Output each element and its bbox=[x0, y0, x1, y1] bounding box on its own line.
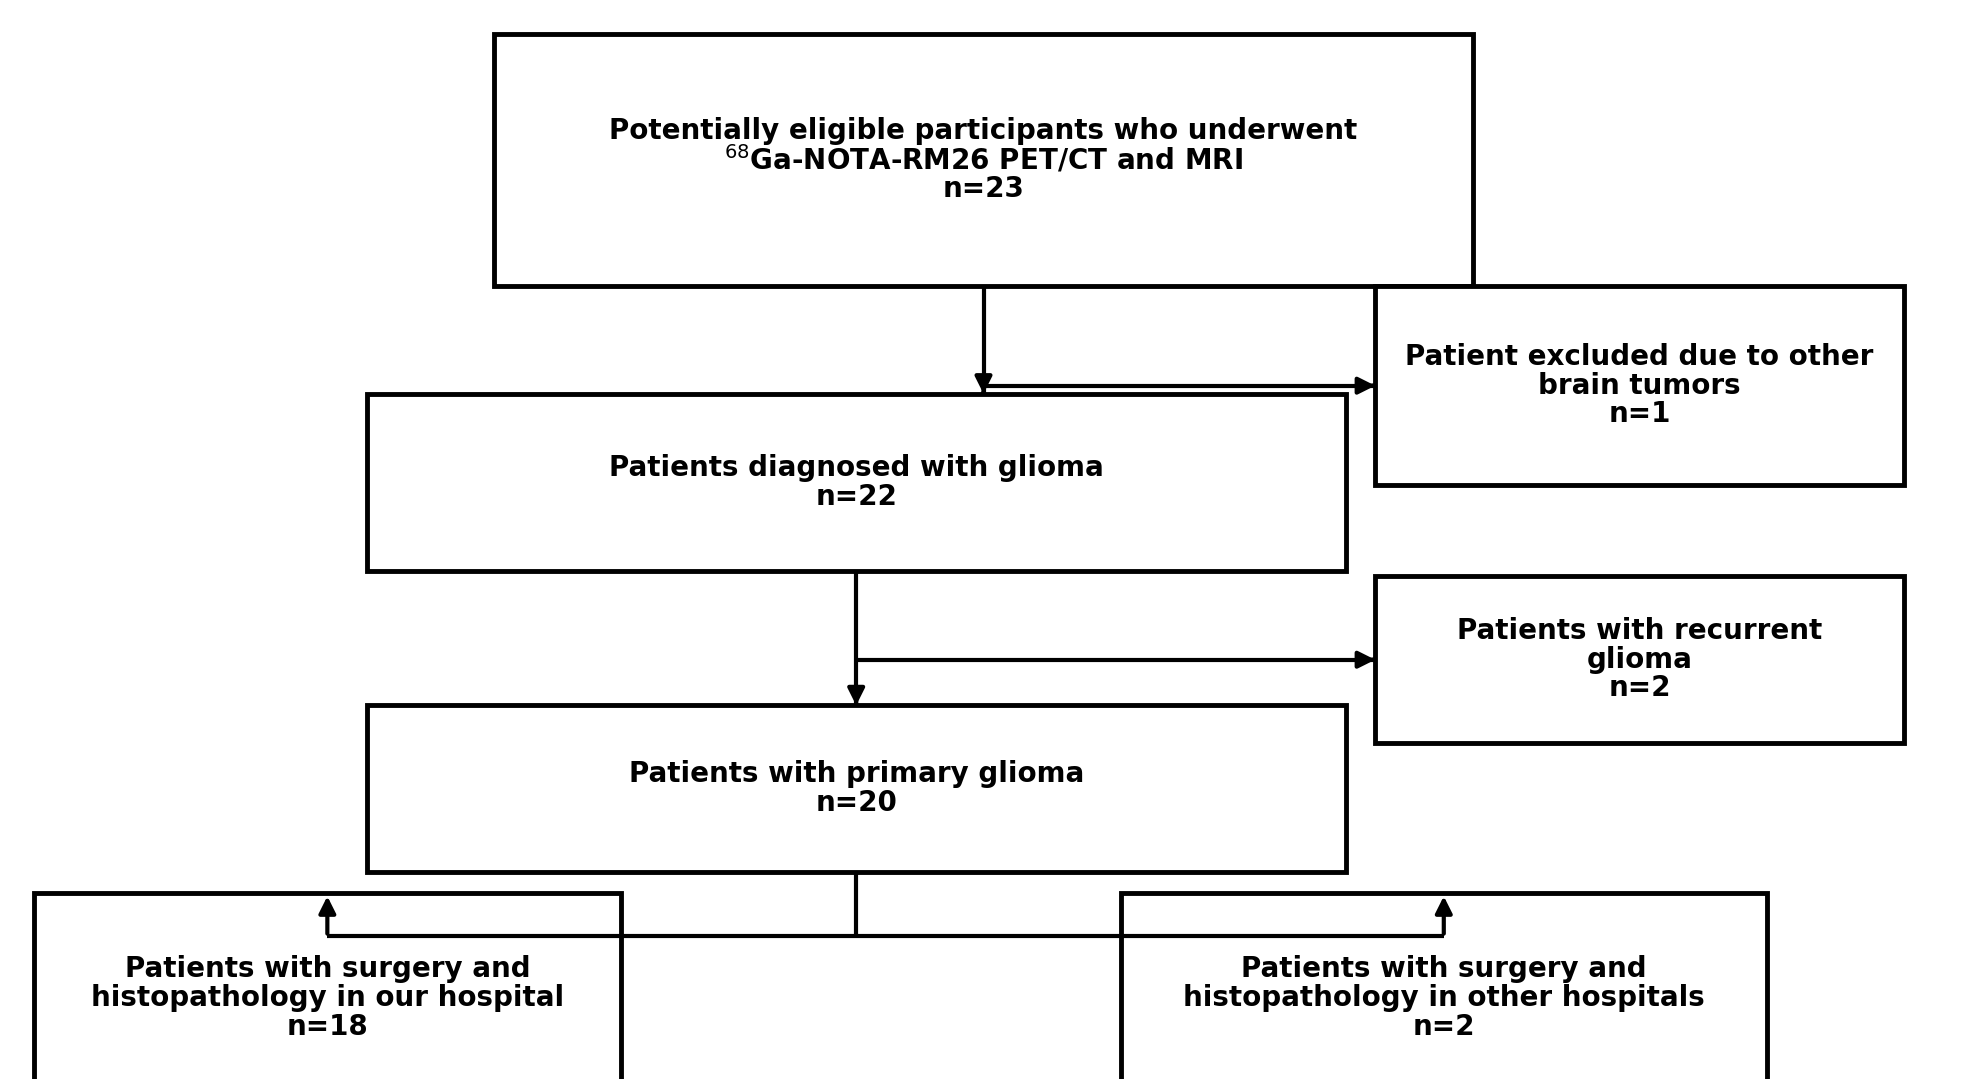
Text: n=22: n=22 bbox=[814, 483, 897, 511]
Text: brain tumors: brain tumors bbox=[1538, 371, 1741, 400]
Text: Patients diagnosed with glioma: Patients diagnosed with glioma bbox=[610, 454, 1103, 482]
Text: glioma: glioma bbox=[1587, 645, 1692, 674]
Text: n=2: n=2 bbox=[1412, 1013, 1475, 1041]
Text: Patients with recurrent: Patients with recurrent bbox=[1458, 617, 1821, 645]
Text: n=2: n=2 bbox=[1609, 675, 1670, 703]
Text: Patients with primary glioma: Patients with primary glioma bbox=[629, 760, 1084, 788]
Text: histopathology in other hospitals: histopathology in other hospitals bbox=[1182, 984, 1705, 1013]
Text: n=18: n=18 bbox=[287, 1013, 368, 1041]
Text: $^{68}$Ga-NOTA-RM26 PET/CT and MRI: $^{68}$Ga-NOTA-RM26 PET/CT and MRI bbox=[724, 144, 1243, 175]
Bar bbox=[366, 394, 1345, 571]
Text: n=20: n=20 bbox=[814, 790, 897, 817]
Text: n=23: n=23 bbox=[942, 174, 1025, 203]
Bar bbox=[1375, 286, 1904, 485]
Bar bbox=[1375, 576, 1904, 743]
Text: Patients with surgery and: Patients with surgery and bbox=[124, 955, 531, 983]
Bar bbox=[366, 705, 1345, 872]
Text: histopathology in our hospital: histopathology in our hospital bbox=[90, 984, 565, 1013]
Bar bbox=[494, 34, 1473, 286]
Text: n=1: n=1 bbox=[1609, 401, 1670, 429]
Bar bbox=[33, 893, 622, 1083]
Text: Patient excluded due to other: Patient excluded due to other bbox=[1406, 343, 1875, 370]
Bar bbox=[1121, 893, 1766, 1083]
Text: Patients with surgery and: Patients with surgery and bbox=[1241, 955, 1646, 983]
Text: Potentially eligible participants who underwent: Potentially eligible participants who un… bbox=[610, 117, 1357, 145]
